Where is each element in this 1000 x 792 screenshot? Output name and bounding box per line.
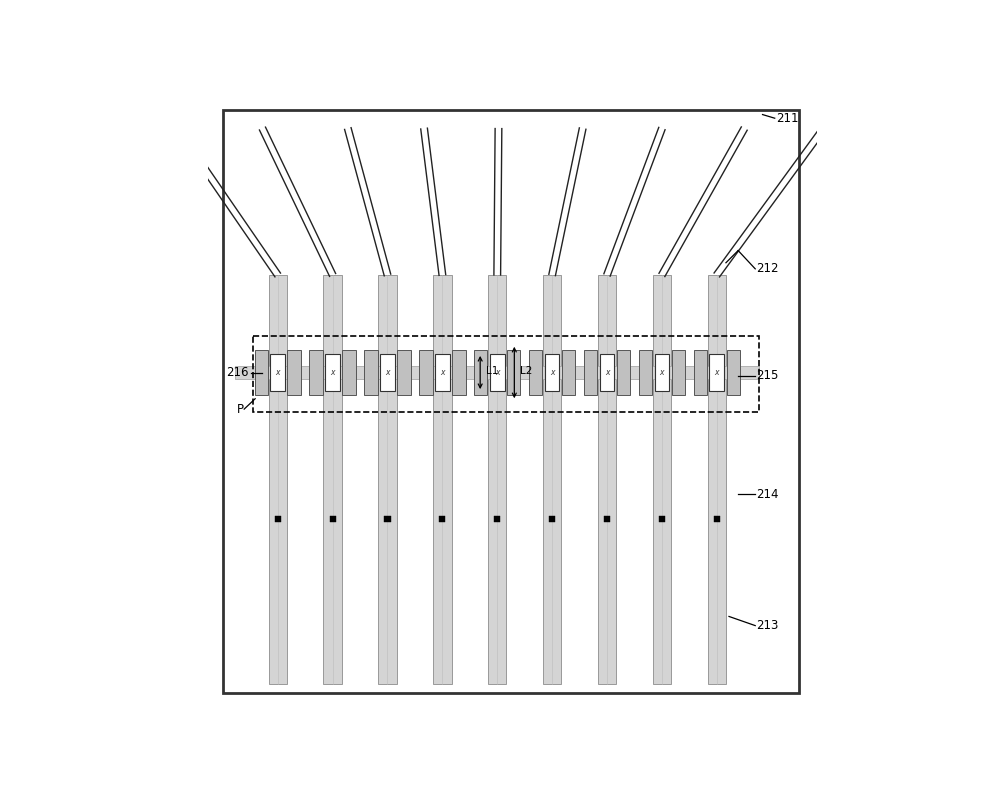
Bar bbox=[708, 275, 726, 683]
Text: x: x bbox=[605, 368, 609, 377]
Bar bbox=[287, 349, 301, 395]
Text: 212: 212 bbox=[756, 262, 779, 276]
Bar bbox=[435, 354, 450, 390]
Bar bbox=[378, 275, 397, 683]
Text: x: x bbox=[660, 368, 664, 377]
Bar bbox=[655, 354, 669, 390]
Text: 216: 216 bbox=[226, 366, 248, 379]
Text: 213: 213 bbox=[756, 619, 779, 632]
Text: 211: 211 bbox=[776, 112, 798, 124]
Bar bbox=[270, 354, 285, 390]
Bar bbox=[653, 275, 671, 683]
Text: L1: L1 bbox=[486, 366, 498, 376]
Text: x: x bbox=[715, 368, 719, 377]
Text: L2: L2 bbox=[520, 366, 532, 376]
Bar bbox=[659, 516, 665, 522]
Bar bbox=[364, 349, 378, 395]
Bar bbox=[235, 367, 759, 379]
Bar bbox=[490, 354, 505, 390]
Bar bbox=[433, 275, 452, 683]
Bar bbox=[342, 349, 356, 395]
Bar bbox=[617, 349, 630, 395]
Bar bbox=[488, 275, 506, 683]
Text: x: x bbox=[440, 368, 445, 377]
Text: x: x bbox=[385, 368, 390, 377]
Bar bbox=[323, 275, 342, 683]
Bar bbox=[543, 275, 561, 683]
Bar bbox=[714, 516, 720, 522]
Bar bbox=[584, 349, 597, 395]
Bar bbox=[600, 354, 614, 390]
Bar bbox=[672, 349, 685, 395]
Bar bbox=[598, 275, 616, 683]
Bar bbox=[727, 349, 740, 395]
Bar bbox=[380, 354, 395, 390]
Bar bbox=[507, 349, 520, 395]
Bar bbox=[452, 349, 466, 395]
Bar bbox=[494, 516, 500, 522]
Bar bbox=[549, 516, 555, 522]
Text: 214: 214 bbox=[756, 488, 779, 501]
Bar bbox=[562, 349, 575, 395]
Bar bbox=[275, 516, 281, 522]
Bar bbox=[604, 516, 610, 522]
Bar bbox=[545, 354, 559, 390]
Text: 215: 215 bbox=[756, 369, 779, 382]
Bar bbox=[255, 349, 268, 395]
Bar bbox=[384, 516, 391, 522]
Text: x: x bbox=[550, 368, 554, 377]
Bar bbox=[325, 354, 340, 390]
Text: P: P bbox=[237, 402, 244, 416]
Bar bbox=[439, 516, 445, 522]
Bar bbox=[253, 336, 759, 412]
Bar bbox=[330, 516, 336, 522]
Bar bbox=[309, 349, 323, 395]
Text: x: x bbox=[330, 368, 335, 377]
Bar bbox=[269, 275, 287, 683]
Text: x: x bbox=[275, 368, 280, 377]
Bar bbox=[694, 349, 707, 395]
Bar bbox=[709, 354, 724, 390]
Bar bbox=[529, 349, 542, 395]
Bar bbox=[397, 349, 411, 395]
Text: x: x bbox=[495, 368, 500, 377]
Bar bbox=[639, 349, 652, 395]
Bar bbox=[419, 349, 433, 395]
Bar bbox=[474, 349, 487, 395]
